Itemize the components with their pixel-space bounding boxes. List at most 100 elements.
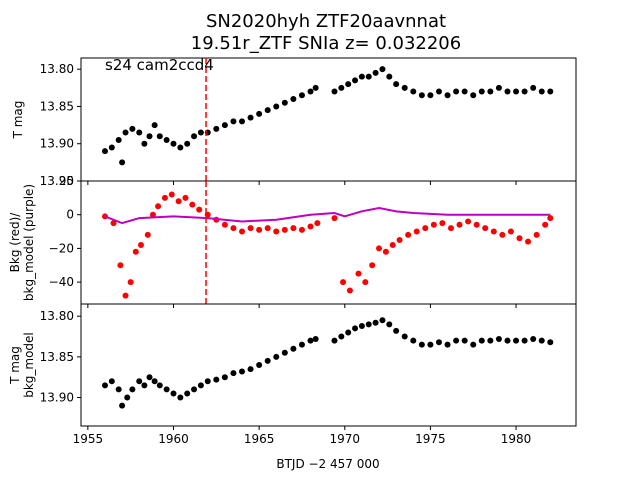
data-point [156,382,163,389]
data-point [470,341,477,348]
axes-frame [80,57,577,182]
data-point [129,125,136,132]
data-point [331,215,338,222]
data-point [298,92,305,99]
data-point [124,394,131,401]
data-point [530,84,537,91]
data-point [146,133,153,140]
y-axis-label: T mag [11,101,25,140]
data-point [386,73,393,80]
data-point [127,279,134,286]
data-point [141,382,148,389]
data-point [184,390,191,397]
data-point [122,292,129,299]
data-point [401,333,408,340]
data-point [376,245,383,252]
data-point [358,322,365,329]
data-point [372,319,379,326]
x-tick-label: 1975 [415,432,446,446]
y-tick-label: −40 [49,275,74,289]
data-point [247,114,254,121]
data-point [298,341,305,348]
data-point [230,225,237,232]
data-point [108,144,115,151]
data-point [307,88,314,95]
y-tick-label: 13.85 [40,99,74,113]
data-point [435,88,442,95]
data-point [136,129,143,136]
data-point [542,221,549,228]
data-point [525,238,532,245]
data-point [435,339,442,346]
y-tick-label: 20 [59,174,74,188]
data-point [290,225,297,232]
data-point [473,221,480,228]
data-point [256,362,263,368]
x-tick-label: 1980 [501,432,532,446]
data-point [141,140,148,147]
data-point [331,88,338,95]
panel-tmag-bkg-model: 13.80 13.85 13.90 1955 1960 1965 1970 1975 1980 T… [8,303,577,446]
data-point [155,203,162,210]
data-layer [101,317,554,409]
data-point [129,386,136,393]
data-point [345,81,352,88]
data-point [355,270,362,277]
data-point [151,122,158,129]
data-point [132,248,139,255]
data-point [175,198,182,205]
data-point [239,118,246,125]
data-point [365,73,372,80]
data-point [239,368,246,375]
y-tick-label: 13.80 [40,309,74,323]
data-point [307,223,314,230]
data-point [168,191,175,198]
data-point [101,382,108,389]
data-point [161,194,168,201]
data-point [386,321,393,328]
y-tick-label: −20 [49,241,74,255]
data-point [170,390,177,397]
y-axis-label: Bkg (red)/bkg_model (purple) [8,184,36,301]
data-point [163,137,170,143]
data-point [196,206,203,213]
data-point [184,140,191,147]
data-point [507,228,514,235]
data-point [182,194,189,201]
data-point [197,382,204,389]
data-point [418,92,425,99]
data-point [495,84,502,91]
data-point [410,88,417,95]
data-point [533,231,540,238]
data-point [189,201,196,208]
data-point [427,92,434,99]
data-point [314,220,321,227]
x-tick-label: 1965 [244,432,275,446]
data-point [490,228,497,235]
data-point [338,333,345,340]
data-point [393,327,400,334]
data-point [461,337,468,344]
data-point [444,341,451,348]
data-point [170,140,177,147]
data-point [146,374,153,381]
data-point [156,133,163,140]
data-point [137,242,144,249]
data-point [453,337,460,344]
data-point [281,349,288,356]
data-point [413,228,420,235]
data-point [444,92,451,99]
data-point [538,88,545,95]
y-axis-label: T magbkg_model [8,332,36,398]
data-point [312,335,319,342]
data-point [430,221,437,228]
data-point [307,337,314,344]
data-point [204,378,211,385]
y-tick-label: 13.80 [40,62,74,76]
data-point [422,225,429,232]
data-point [439,220,446,227]
data-point [144,231,151,238]
data-point [149,211,156,218]
data-point [379,66,386,73]
